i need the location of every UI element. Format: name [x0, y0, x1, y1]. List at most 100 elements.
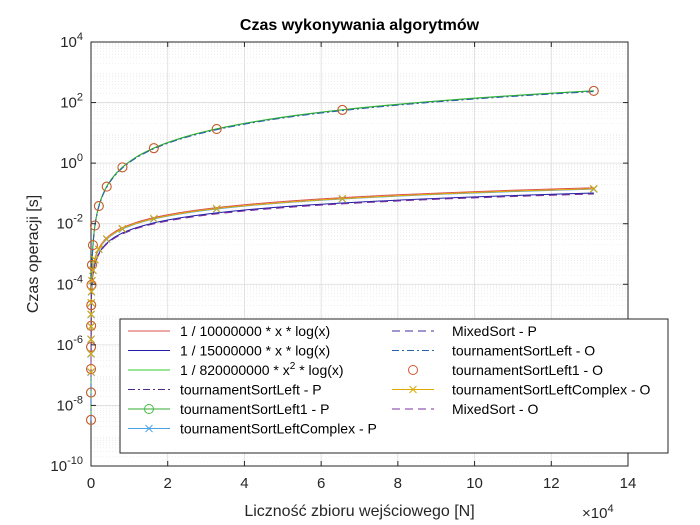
y-tick-base: 10: [57, 337, 74, 354]
data-point-x: [87, 287, 96, 296]
legend-label: tournamentSortLeft1 - P: [180, 401, 329, 417]
legend-label: 1 / 15000000 * x * log(x): [180, 343, 330, 359]
data-point-x-stroke: [212, 204, 221, 213]
y-tick-base: 10: [60, 34, 77, 51]
data-point-circle: [588, 85, 599, 96]
data-point-circle: [101, 181, 112, 192]
x-tick-label: 14: [620, 475, 637, 492]
data-point-x: [212, 204, 221, 213]
legend-label: tournamentSortLeftComplex - P: [180, 421, 377, 437]
data-point-circle: [93, 201, 104, 212]
data-point-x: [118, 224, 127, 233]
x-scale-base: ×10: [582, 505, 607, 522]
data-point-circle: [211, 124, 222, 135]
data-point-x-stroke: [409, 385, 417, 394]
data-point-x: [145, 424, 153, 433]
data-point-x-stroke: [87, 335, 95, 343]
data-point-x-stroke: [91, 255, 99, 264]
data-point-x: [149, 214, 158, 223]
plot-area: [90, 41, 629, 467]
y-tick-base: 10: [50, 458, 67, 475]
data-point-circle: [144, 404, 154, 414]
y-tick-exponent: 4: [77, 31, 83, 43]
data-point-x: [87, 367, 95, 376]
y-axis-label: Czas operacji [s]: [25, 195, 42, 313]
data-point-x: [409, 385, 417, 394]
y-tick-label: 10-8: [57, 394, 83, 414]
data-point-x: [589, 184, 598, 193]
plot-markers: [86, 85, 599, 425]
y-tick-label: 10-6: [57, 334, 83, 354]
legend-item: tournamentSortLeft1 - O: [408, 362, 603, 378]
data-point-circle: [117, 162, 128, 173]
y-tick-base: 10: [57, 276, 74, 293]
y-tick-base: 10: [57, 216, 74, 233]
data-point-x-stroke: [87, 298, 96, 307]
data-point-circle: [87, 240, 98, 251]
data-point-x: [88, 276, 96, 285]
y-tick-base: 10: [60, 155, 77, 172]
data-point-x-stroke: [87, 287, 96, 296]
legend-label-part: 1 / 820000000 * x: [180, 362, 290, 378]
series-line: [90, 193, 594, 378]
data-point-x-stroke: [87, 367, 95, 376]
legend-label: tournamentSortLeft - P: [180, 382, 322, 398]
y-tick-exponent: 2: [77, 92, 83, 104]
y-tick-label: 10-2: [57, 213, 83, 233]
legend-item: MixedSort - P: [392, 323, 537, 339]
data-point-x-stroke: [89, 266, 97, 274]
data-point-circle: [86, 300, 97, 311]
legend-label-part: * log(x): [295, 362, 343, 378]
legend: 1 / 10000000 * x * log(x) 1 / 15000000 * …: [119, 318, 669, 454]
legend-label: 1 / 10000000 * x * log(x): [180, 323, 330, 339]
y-tick-exponent: 0: [77, 152, 83, 164]
data-point-circle: [86, 363, 97, 374]
data-point-x-stroke: [338, 194, 347, 203]
data-point-x-stroke: [88, 276, 96, 285]
data-point-circle: [148, 143, 159, 154]
data-point-x: [91, 255, 99, 264]
y-tick-label: 102: [60, 92, 83, 112]
data-point-x-stroke: [589, 184, 598, 193]
data-point-x: [89, 266, 97, 274]
data-point-x-stroke: [87, 322, 95, 331]
data-point-circle: [89, 220, 100, 231]
data-point-circle: [408, 365, 418, 375]
data-point-x-stroke: [118, 224, 127, 233]
x-axis-scale-factor: ×104: [582, 503, 614, 522]
data-point-x: [87, 298, 96, 307]
legend-item: MixedSort - O: [392, 401, 538, 417]
data-point-x: [87, 322, 95, 331]
y-tick-exponent: -8: [73, 394, 83, 406]
y-tick-label: 10-10: [50, 455, 83, 475]
legend-box: [119, 318, 669, 454]
legend-item: 1 / 15000000 * x * log(x): [128, 343, 330, 359]
x-tick-labels: 0 2 4 6 8 10 12 14: [87, 475, 637, 492]
data-point-circle: [86, 320, 97, 331]
y-tick-base: 10: [57, 397, 74, 414]
data-point-circle: [86, 341, 97, 352]
legend-item: tournamentSortLeft - O: [392, 343, 595, 359]
x-tick-label: 2: [164, 475, 172, 492]
legend-label: MixedSort - O: [452, 401, 538, 417]
x-tick-label: 4: [240, 475, 248, 492]
data-point-x-stroke: [102, 234, 111, 243]
data-point-circle: [86, 387, 97, 398]
y-tick-exponent: -2: [73, 213, 83, 225]
data-point-x: [338, 194, 347, 203]
chart-title: Czas wykonywania algorytmów: [240, 17, 480, 34]
data-point-x-stroke: [95, 245, 103, 253]
x-tick-label: 8: [394, 475, 402, 492]
x-scale-exponent: 4: [607, 503, 613, 515]
data-point-circle: [337, 104, 348, 115]
data-point-x-stroke: [149, 214, 158, 223]
data-point-x: [87, 310, 95, 319]
legend-item: 1 / 820000000 * x2 * log(x): [128, 361, 344, 378]
legend-label-sup: 2: [290, 361, 296, 372]
legend-label: tournamentSortLeftComplex - O: [452, 382, 651, 398]
y-tick-label: 10-4: [57, 273, 83, 293]
data-point-x: [102, 234, 111, 243]
legend-item: 1 / 10000000 * x * log(x): [128, 323, 330, 339]
